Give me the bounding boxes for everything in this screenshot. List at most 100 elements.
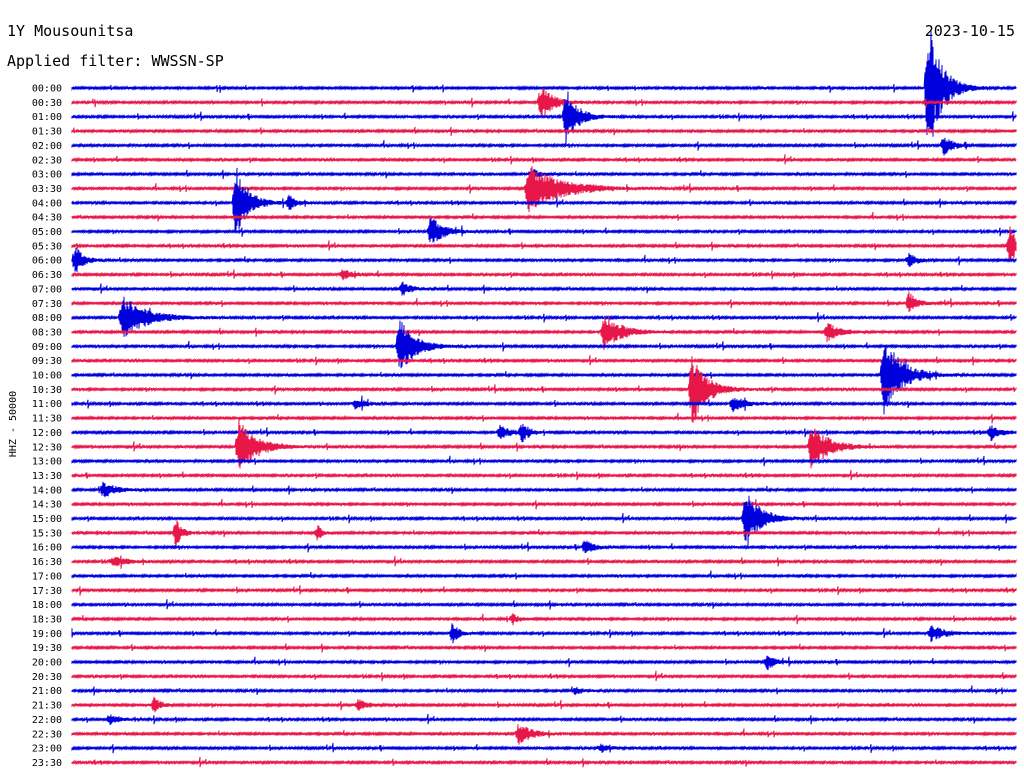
row-time-label: 07:00 [32, 284, 62, 295]
trace-row-0200 [71, 137, 1017, 156]
trace-row-0730 [71, 291, 1017, 313]
trace-row-0900 [71, 320, 1017, 369]
trace-row-2330 [71, 756, 1017, 768]
trace-row-1830 [71, 613, 1017, 626]
row-time-label: 15:30 [32, 528, 62, 539]
trace-row-0830 [71, 315, 1017, 351]
row-time-label: 14:00 [32, 485, 62, 496]
trace-row-1400 [71, 481, 1017, 498]
trace-row-0100 [71, 91, 1017, 146]
trace-row-1000 [71, 345, 1017, 415]
row-time-label: 03:30 [32, 184, 62, 195]
row-time-label: 22:00 [32, 715, 62, 726]
row-time-label: 17:00 [32, 571, 62, 582]
row-time-label: 14:30 [32, 500, 62, 511]
filter-label: Applied filter: WWSSN-SP [7, 52, 224, 70]
trace-row-0000 [71, 30, 1017, 137]
trace-row-0630 [71, 269, 1017, 281]
row-time-label: 23:30 [32, 758, 62, 769]
row-time-label: 19:30 [32, 643, 62, 654]
row-time-label: 18:00 [32, 600, 62, 611]
trace-row-1900 [71, 623, 1017, 644]
trace-row-0930 [71, 355, 1017, 366]
row-time-label: 16:00 [32, 543, 62, 554]
row-time-label: 05:00 [32, 227, 62, 238]
trace-row-2100 [71, 685, 1017, 696]
trace-row-1600 [71, 540, 1017, 553]
row-time-label: 08:30 [32, 327, 62, 338]
trace-row-1530 [71, 520, 1017, 550]
row-time-label: 04:00 [32, 198, 62, 209]
row-time-label: 09:30 [32, 356, 62, 367]
row-time-label: 11:00 [32, 399, 62, 410]
trace-row-1130 [71, 412, 1017, 424]
trace-row-1230 [71, 418, 1017, 469]
row-time-label: 10:30 [32, 385, 62, 396]
trace-row-1500 [71, 495, 1017, 546]
trace-row-1200 [71, 423, 1017, 443]
row-time-label: 16:30 [32, 557, 62, 568]
row-time-label: 23:00 [32, 744, 62, 755]
trace-row-0700 [71, 281, 1017, 296]
trace-row-1630 [71, 555, 1017, 569]
trace-row-0400 [71, 167, 1017, 234]
row-time-label: 12:00 [32, 428, 62, 439]
trace-row-0300 [71, 168, 1017, 180]
row-time-label: 00:30 [32, 98, 62, 109]
trace-row-0530 [71, 226, 1017, 261]
row-time-label: 01:00 [32, 112, 62, 123]
row-time-label: 12:30 [32, 442, 62, 453]
row-time-label: 04:30 [32, 213, 62, 224]
trace-row-1100 [71, 395, 1017, 413]
row-time-label: 07:30 [32, 299, 62, 310]
row-time-label: 11:30 [32, 414, 62, 425]
row-time-label: 10:00 [32, 371, 62, 382]
trace-row-1730 [71, 585, 1017, 596]
trace-row-1430 [71, 498, 1017, 510]
row-time-label: 09:00 [32, 342, 62, 353]
row-time-label: 13:00 [32, 457, 62, 468]
row-time-label: 01:30 [32, 127, 62, 138]
channel-scale-label: HHZ - 50000 [8, 391, 19, 457]
row-time-label: 22:30 [32, 729, 62, 740]
station-title: 1Y Mousounitsa [7, 22, 133, 40]
date-title: 2023-10-15 [925, 22, 1015, 40]
time-tick-labels: 00:00 00:30 01:00 01:30 02:00 02:30 03:00 03:30… [32, 84, 62, 769]
seismic-traces [71, 30, 1017, 768]
row-time-label: 21:30 [32, 701, 62, 712]
trace-row-1300 [71, 455, 1017, 467]
trace-row-0430 [71, 211, 1017, 222]
row-time-label: 20:00 [32, 658, 62, 669]
row-time-label: 03:00 [32, 170, 62, 181]
trace-row-0030 [71, 88, 1017, 118]
row-time-label: 08:00 [32, 313, 62, 324]
trace-row-1800 [71, 599, 1017, 610]
row-time-label: 20:30 [32, 672, 62, 683]
trace-row-0330 [71, 166, 1017, 213]
trace-row-2030 [71, 670, 1017, 682]
trace-row-1330 [71, 469, 1017, 481]
trace-row-0230 [71, 154, 1017, 165]
trace-row-0500 [71, 217, 1017, 243]
row-time-label: 21:00 [32, 686, 62, 697]
trace-row-2130 [71, 696, 1017, 713]
row-time-label: 15:00 [32, 514, 62, 525]
trace-row-1030 [71, 356, 1017, 423]
row-time-label: 00:00 [32, 84, 62, 95]
trace-row-2300 [71, 742, 1017, 754]
row-time-label: 05:30 [32, 241, 62, 252]
row-time-label: 02:30 [32, 155, 62, 166]
trace-row-2200 [71, 713, 1017, 726]
trace-row-1700 [71, 570, 1017, 580]
row-time-label: 02:00 [32, 141, 62, 152]
row-time-label: 06:30 [32, 270, 62, 281]
row-time-label: 13:30 [32, 471, 62, 482]
trace-row-1930 [71, 643, 1017, 653]
row-time-label: 19:00 [32, 629, 62, 640]
row-time-label: 17:30 [32, 586, 62, 597]
row-time-label: 06:00 [32, 256, 62, 267]
trace-row-0600 [71, 247, 1017, 273]
trace-row-0800 [71, 296, 1017, 337]
trace-row-2000 [71, 655, 1017, 671]
